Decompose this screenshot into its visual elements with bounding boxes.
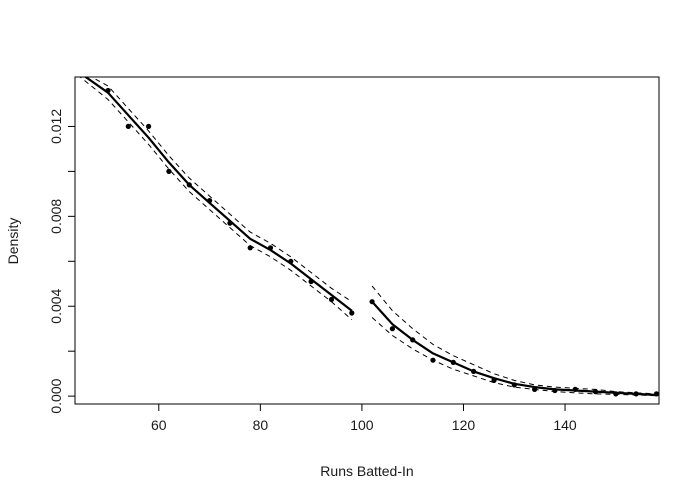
data-point xyxy=(328,296,335,303)
data-point xyxy=(146,123,152,129)
data-point xyxy=(227,220,233,226)
x-axis: 60 80 100 120 140 xyxy=(151,404,577,433)
data-point xyxy=(308,278,314,285)
y-tick-label: 0.008 xyxy=(48,199,64,234)
data-point xyxy=(267,245,274,251)
x-tick-label: 120 xyxy=(452,417,476,433)
band-line-segment-1-1 xyxy=(371,285,657,395)
y-axis: 0.000 0.004 0.008 0.012 xyxy=(48,109,75,414)
data-point xyxy=(186,182,192,188)
fit-line-segment-0-1 xyxy=(371,300,657,397)
x-tick-label: 80 xyxy=(253,417,269,433)
data-point xyxy=(572,386,578,392)
x-tick-label: 100 xyxy=(350,417,374,433)
data-point xyxy=(288,258,294,264)
plot-frame xyxy=(74,76,660,405)
band-line-segment-2-1 xyxy=(371,317,657,397)
fit-line-segment-0-0 xyxy=(83,77,353,312)
fit-lines xyxy=(79,77,657,397)
y-tick-label: 0.004 xyxy=(48,288,64,323)
x-tick-label: 140 xyxy=(553,417,577,433)
data-point xyxy=(653,391,660,397)
band-line-segment-2-0 xyxy=(79,77,353,321)
y-tick-label: 0.012 xyxy=(48,109,64,144)
data-point xyxy=(410,337,416,343)
y-axis-title: Density xyxy=(5,218,21,265)
data-point xyxy=(633,391,639,397)
data-point xyxy=(369,299,375,305)
data-point xyxy=(613,391,619,397)
data-point xyxy=(491,377,497,383)
data-point xyxy=(552,387,558,394)
data-point xyxy=(592,389,599,395)
data-point xyxy=(247,245,253,251)
data-point xyxy=(349,310,355,316)
data-point xyxy=(430,357,436,363)
data-point xyxy=(471,368,477,374)
data-point xyxy=(125,123,131,129)
x-tick-label: 60 xyxy=(151,417,167,433)
data-point xyxy=(389,326,395,332)
y-tick-label: 0.000 xyxy=(48,378,64,413)
data-point xyxy=(511,382,517,388)
band-line-segment-1-0 xyxy=(90,77,353,303)
x-axis-title: Runs Batted-In xyxy=(320,463,413,479)
data-point xyxy=(207,198,213,204)
data-point xyxy=(166,168,172,174)
data-point xyxy=(532,386,538,392)
data-point xyxy=(450,359,456,365)
data-points xyxy=(105,87,660,397)
data-point xyxy=(105,87,111,94)
